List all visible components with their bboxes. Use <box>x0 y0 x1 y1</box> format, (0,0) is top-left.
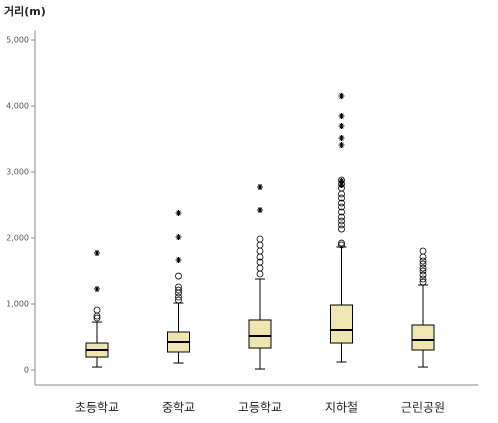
outlier <box>256 264 264 272</box>
outlier <box>419 264 427 272</box>
outlier <box>256 241 264 249</box>
outlier <box>419 257 427 265</box>
y-tick-label: 2,000 <box>6 234 29 243</box>
extreme <box>257 184 263 191</box>
box <box>248 319 272 349</box>
outlier <box>175 293 182 301</box>
box <box>330 304 353 344</box>
outlier <box>256 270 264 278</box>
outlier <box>93 306 101 314</box>
outlier <box>175 286 182 294</box>
outlier <box>256 258 264 266</box>
extreme <box>257 207 263 214</box>
outlier <box>338 239 345 247</box>
x-tick-label: 초등학교 <box>75 401 119 415</box>
extreme <box>338 92 345 99</box>
outlier <box>175 272 182 280</box>
x-tick-label: 지하철 <box>325 401 358 415</box>
extreme <box>338 182 345 189</box>
outlier <box>419 271 427 279</box>
extreme <box>338 135 345 142</box>
outlier <box>419 278 427 286</box>
outlier <box>419 267 427 275</box>
extreme <box>338 142 345 149</box>
outlier <box>338 217 345 225</box>
x-tick-label: 고등학교 <box>238 401 282 415</box>
outlier <box>338 199 345 207</box>
outlier <box>338 194 345 202</box>
outlier <box>93 314 101 322</box>
outlier <box>338 203 345 211</box>
outlier <box>338 208 345 216</box>
outlier <box>338 190 345 198</box>
outlier <box>419 253 427 261</box>
outlier <box>419 260 427 268</box>
extreme <box>338 123 345 130</box>
outlier <box>338 225 345 233</box>
outlier <box>419 275 427 283</box>
outlier <box>338 221 345 229</box>
y-tick-label: 1,000 <box>6 300 29 309</box>
outlier <box>256 235 264 243</box>
outlier <box>175 296 182 304</box>
x-tick-label: 중학교 <box>162 401 195 415</box>
outlier <box>338 213 345 221</box>
extreme <box>175 257 182 264</box>
y-tick-label: 3,000 <box>6 168 29 177</box>
extreme <box>175 209 182 216</box>
outlier <box>175 283 182 291</box>
extreme <box>175 234 182 241</box>
extreme <box>94 250 100 257</box>
extreme <box>338 178 345 185</box>
outlier <box>419 247 427 255</box>
extreme <box>94 286 100 293</box>
outlier <box>256 247 264 255</box>
extreme <box>338 113 345 120</box>
y-tick-label: 0 <box>24 366 29 375</box>
x-tick-label: 근린공원 <box>401 401 445 415</box>
outlier <box>338 241 345 249</box>
y-tick-label: 4,000 <box>6 102 29 111</box>
y-axis-label: 거리(m) <box>4 4 46 18</box>
box <box>411 324 435 351</box>
y-tick-label: 5,000 <box>6 36 29 45</box>
